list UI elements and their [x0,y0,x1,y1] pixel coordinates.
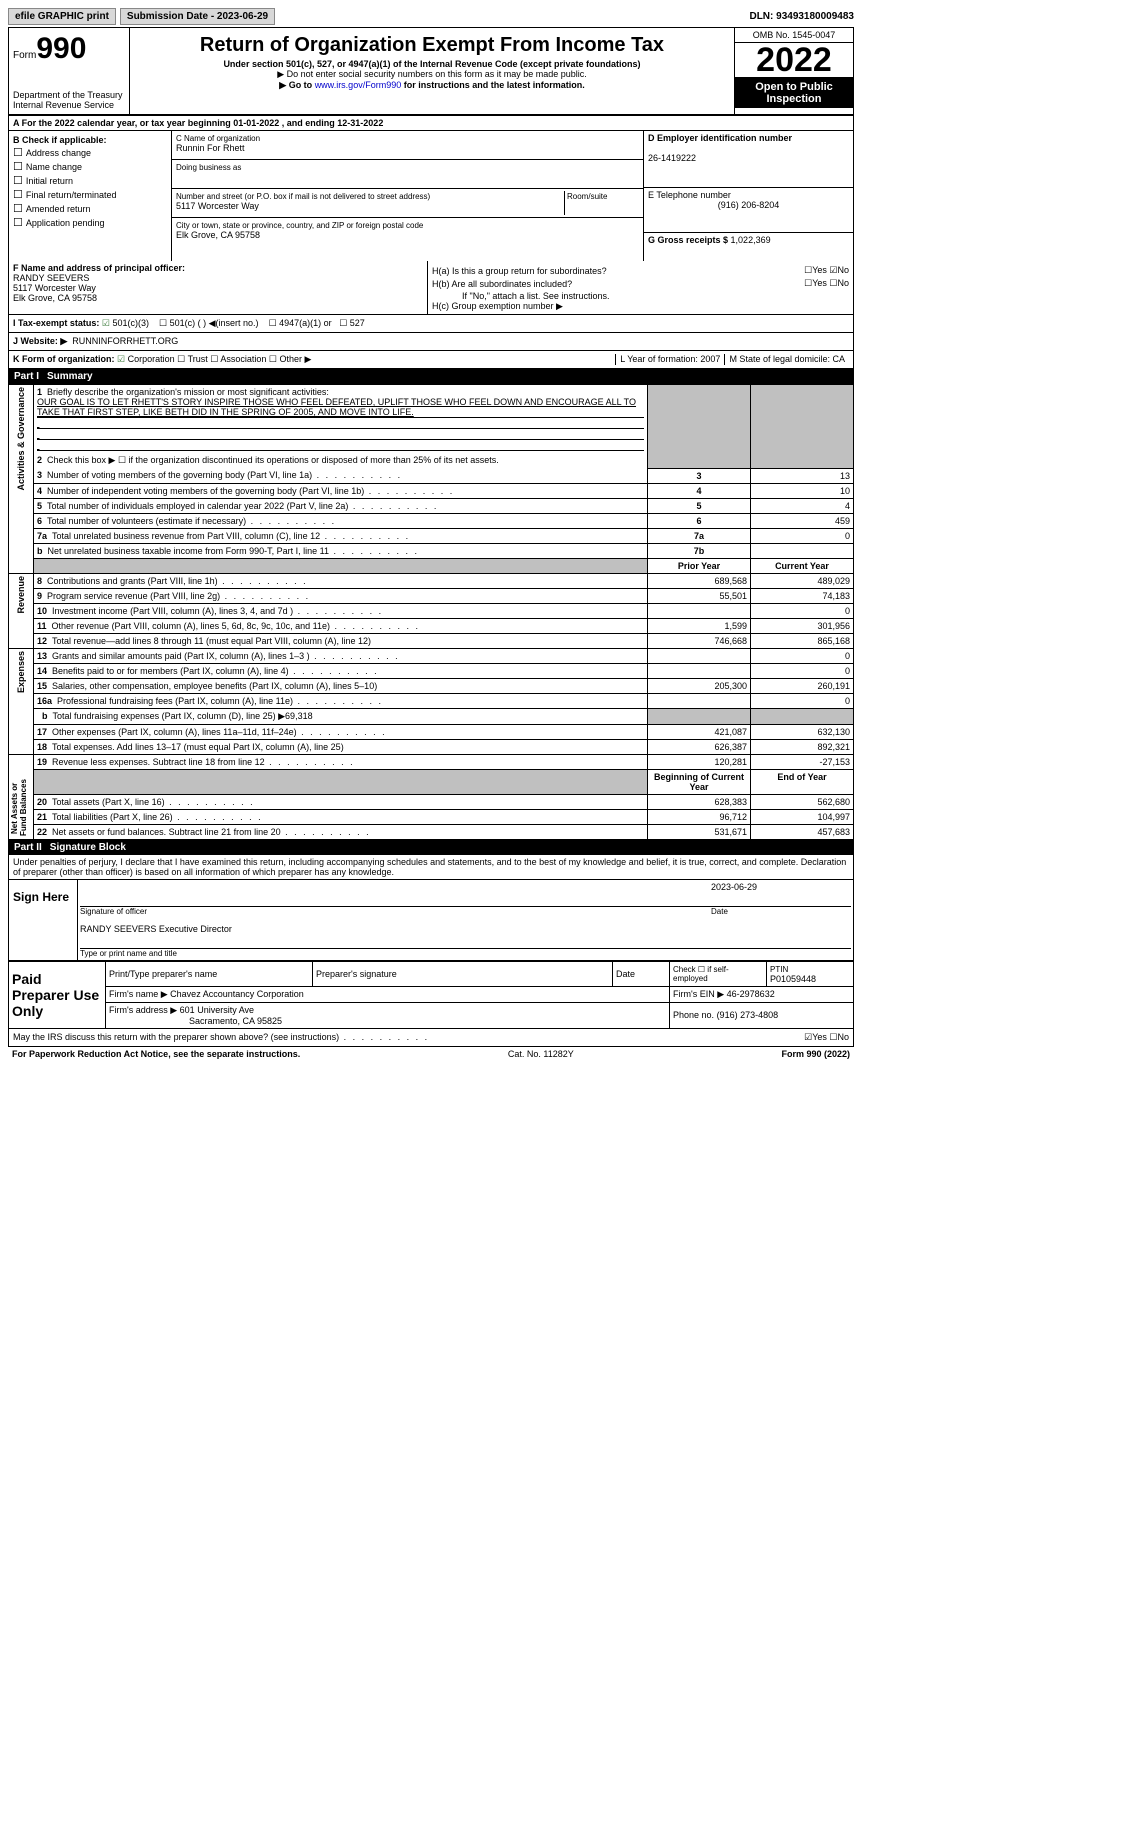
org-name: Runnin For Rhett [176,143,245,153]
hb-label: H(b) Are all subordinates included? [432,279,804,289]
ein-label: D Employer identification number [648,133,792,143]
form-number: Form990 [13,32,125,66]
chk-501c[interactable] [159,318,167,328]
officer-print-name: RANDY SEEVERS Executive Director [80,924,851,934]
ein-value: 26-1419222 [648,153,696,163]
b-header: B Check if applicable: [13,135,107,145]
chk-pending[interactable]: Application pending [13,216,167,229]
f-label: F Name and address of principal officer: [13,263,185,273]
gross-value: 1,022,369 [731,235,771,245]
public-inspection: Open to Public Inspection [735,78,853,108]
submission-date: Submission Date - 2023-06-29 [120,8,275,25]
form-title: Return of Organization Exempt From Incom… [134,34,730,57]
firm-addr: 601 University Ave [180,1005,254,1015]
signature-section: Under penalties of perjury, I declare th… [8,855,854,961]
row-a: A For the 2022 calendar year, or tax yea… [8,116,854,131]
gross-label: G Gross receipts $ [648,235,731,245]
paid-preparer-table: Paid Preparer Use Only Print/Type prepar… [8,961,854,1029]
chk-initial[interactable]: Initial return [13,174,167,187]
table-row: 3 Number of voting members of the govern… [9,468,854,483]
room-label: Room/suite [567,192,607,201]
vtab-governance: Activities & Governance [16,387,26,491]
row-k: K Form of organization: Corporation Trus… [8,351,854,369]
may-yn[interactable]: ☑Yes ☐No [804,1032,849,1043]
page-footer: For Paperwork Reduction Act Notice, see … [8,1047,854,1061]
chk-other[interactable] [269,354,277,364]
section-fh: F Name and address of principal officer:… [8,261,854,315]
part1-bar: Part ISummary [8,369,854,384]
chk-amended[interactable]: Amended return [13,202,167,215]
topbar: efile GRAPHIC print Submission Date - 20… [8,8,854,25]
officer-addr2: Elk Grove, CA 95758 [13,293,97,303]
sig-date: 2023-06-29 [711,882,851,892]
part2-bar: Part IISignature Block [8,840,854,855]
table-row: 4 Number of independent voting members o… [9,483,854,498]
form-subtitle: Under section 501(c), 527, or 4947(a)(1)… [134,59,730,69]
section-bcd: B Check if applicable: Address change Na… [8,131,854,261]
firm-name: Chavez Accountancy Corporation [170,989,304,999]
chk-assoc[interactable] [210,354,218,364]
officer-name: RANDY SEEVERS [13,273,89,283]
ha-yn[interactable] [804,265,849,276]
may-discuss: May the IRS discuss this return with the… [8,1029,854,1047]
hb-note: If "No," attach a list. See instructions… [432,291,849,301]
paid-label: Paid Preparer Use Only [9,961,106,1028]
chk-address[interactable]: Address change [13,146,167,159]
city-label: City or town, state or province, country… [176,221,423,230]
city-state-zip: Elk Grove, CA 95758 [176,230,260,240]
chk-corp[interactable] [117,354,125,364]
firm-ein: 46-2978632 [727,989,775,999]
ptin: P01059448 [770,974,816,984]
dept-treasury: Department of the Treasury [13,90,125,100]
street-address: 5117 Worcester Way [176,201,259,211]
table-row: b Net unrelated business taxable income … [9,543,854,558]
officer-addr1: 5117 Worcester Way [13,283,96,293]
tel-value: (916) 206-8204 [648,200,849,210]
perjury-decl: Under penalties of perjury, I declare th… [9,855,853,880]
website: RUNNINFORRHETT.ORG [72,336,178,346]
ssn-note: ▶ Do not enter social security numbers o… [134,69,730,80]
addr-label: Number and street (or P.O. box if mail i… [176,192,430,201]
form-header: Form990 Department of the Treasury Inter… [8,27,854,116]
ha-label: H(a) Is this a group return for subordin… [432,266,804,276]
vtab-net: Net Assets or Fund Balances [10,778,28,838]
vtab-revenue: Revenue [16,576,26,614]
irs-link[interactable]: www.irs.gov/Form990 [315,80,402,90]
row-i: I Tax-exempt status: 501(c)(3) 501(c) ( … [8,315,854,333]
efile-button[interactable]: efile GRAPHIC print [8,8,116,25]
chk-527[interactable] [339,318,347,328]
summary-table: Activities & Governance 1 Briefly descri… [8,384,854,840]
table-row: 5 Total number of individuals employed i… [9,498,854,513]
c-name-label: C Name of organization [176,134,260,143]
goto-note: ▶ Go to www.irs.gov/Form990 for instruct… [134,80,730,91]
vtab-expenses: Expenses [16,651,26,693]
chk-final[interactable]: Final return/terminated [13,188,167,201]
tax-year: 2022 [735,43,853,78]
irs-label: Internal Revenue Service [13,100,125,110]
firm-phone: (916) 273-4808 [717,1010,779,1020]
table-row: 6 Total number of volunteers (estimate i… [9,513,854,528]
tel-label: E Telephone number [648,190,731,200]
form-990-page: efile GRAPHIC print Submission Date - 20… [0,0,862,1069]
chk-4947[interactable] [269,318,277,328]
dln: DLN: 93493180009483 [749,11,854,22]
sign-here-label: Sign Here [9,880,77,960]
table-row: 7a Total unrelated business revenue from… [9,528,854,543]
chk-trust[interactable] [177,354,185,364]
hb-yn[interactable] [804,278,849,289]
row-j: J Website: ▶ RUNNINFORRHETT.ORG [8,333,854,351]
chk-501c3[interactable] [102,318,110,328]
chk-name[interactable]: Name change [13,160,167,173]
dba-label: Doing business as [176,163,241,172]
year-formation: L Year of formation: 2007 [615,354,724,365]
state-domicile: M State of legal domicile: CA [724,354,849,365]
mission-text: OUR GOAL IS TO LET RHETT'S STORY INSPIRE… [37,397,644,418]
hc-label: H(c) Group exemption number ▶ [432,301,849,312]
